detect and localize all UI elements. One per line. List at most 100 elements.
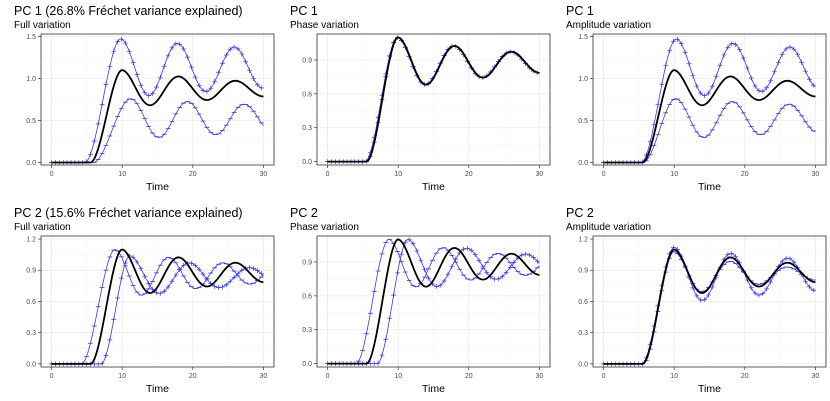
plus-marker — [729, 251, 735, 256]
series-minus-line — [327, 238, 540, 365]
chart-panel-6: PC 2 Amplitude variation 0 10 20 30 0.0 0.3 0.6 0… — [566, 206, 827, 395]
plus-marker — [803, 278, 808, 284]
plus-marker — [138, 266, 144, 272]
y-tick-label: 0.3 — [26, 330, 36, 337]
plus-marker — [91, 138, 97, 144]
plus-marker — [694, 83, 700, 89]
x-tick-label: 30 — [536, 171, 544, 178]
plus-marker — [674, 36, 680, 42]
plus-marker — [503, 269, 509, 275]
panel-subtitle: Amplitude variation — [566, 20, 651, 31]
x-tick-label: 20 — [189, 373, 197, 380]
plus-marker — [810, 287, 816, 293]
plus-marker — [212, 79, 218, 84]
plus-marker — [122, 260, 128, 266]
plus-marker — [122, 40, 128, 46]
plus-marker — [725, 44, 731, 50]
plus-marker — [103, 82, 109, 87]
plus-marker — [188, 64, 194, 70]
plus-marker — [426, 275, 431, 281]
y-tick-label: 0.5 — [578, 118, 588, 125]
plus-marker — [783, 256, 789, 261]
plus-marker — [99, 361, 105, 366]
plus-marker — [678, 41, 684, 47]
plus-marker — [713, 73, 719, 79]
plus-marker — [682, 49, 688, 55]
chart-panel-4: PC 2 (15.6% Fréchet variance explained) F… — [14, 206, 275, 395]
y-tick-label: 1.0 — [26, 76, 36, 83]
y-tick-label: 1.2 — [578, 237, 588, 244]
x-tick-label: 30 — [260, 373, 268, 380]
plus-marker — [414, 248, 420, 254]
plus-marker — [395, 270, 400, 276]
y-tick-label: 0.5 — [26, 118, 36, 125]
plot-border — [316, 33, 551, 166]
plus-marker — [154, 84, 159, 90]
plus-marker — [752, 83, 758, 89]
plus-marker — [258, 85, 264, 91]
plus-marker — [709, 83, 715, 89]
plus-marker — [239, 267, 245, 273]
y-tick-label: 0.9 — [26, 268, 36, 275]
plus-marker — [527, 252, 532, 258]
plus-marker — [441, 278, 447, 284]
plus-marker — [227, 46, 233, 52]
plus-marker — [737, 47, 742, 52]
plus-marker — [760, 88, 766, 94]
y-tick-label: 0.3 — [302, 327, 312, 334]
plus-marker — [223, 282, 229, 288]
plus-marker — [157, 74, 163, 80]
plus-marker — [398, 251, 404, 257]
y-tick-label: 0.0 — [302, 159, 312, 166]
plus-marker — [775, 60, 781, 65]
plus-marker — [157, 290, 163, 296]
plus-marker — [717, 62, 723, 68]
plus-marker — [95, 361, 101, 367]
plus-marker — [192, 74, 198, 80]
y-tick-label: 0.3 — [578, 330, 588, 337]
plus-marker — [142, 273, 148, 279]
series-mean-line — [327, 238, 540, 365]
y-tick-label: 1.2 — [26, 237, 36, 244]
plus-marker — [95, 121, 101, 127]
x-tick-label: 30 — [812, 171, 820, 178]
plus-marker — [220, 284, 225, 290]
plus-marker — [721, 52, 727, 58]
plus-marker — [803, 68, 808, 74]
y-tick-label: 0.0 — [302, 361, 312, 368]
plus-marker — [165, 53, 171, 59]
plus-marker — [733, 42, 739, 47]
plot-border — [592, 33, 827, 166]
plus-marker — [791, 259, 797, 265]
plus-marker — [255, 82, 260, 88]
plus-marker — [756, 292, 762, 298]
x-tick-label: 10 — [394, 171, 402, 178]
plus-marker — [169, 278, 175, 284]
panel-subtitle: Phase variation — [290, 222, 359, 233]
panel-title: PC 2 — [290, 206, 318, 220]
plus-marker — [698, 297, 704, 303]
plus-marker — [231, 44, 237, 50]
plus-marker — [760, 291, 766, 296]
plus-marker — [161, 288, 167, 294]
series-mean-line — [603, 248, 816, 365]
plus-marker — [111, 49, 117, 54]
plus-marker — [119, 36, 124, 42]
y-tick-label: 1.5 — [578, 34, 588, 41]
plus-marker — [177, 41, 183, 47]
x-tick-label: 10 — [118, 373, 126, 380]
plus-marker — [402, 239, 408, 245]
plus-marker — [196, 266, 202, 272]
plus-marker — [725, 252, 731, 257]
plus-marker — [810, 82, 816, 88]
plus-marker — [231, 274, 237, 280]
plus-marker — [208, 85, 214, 91]
plus-marker — [88, 151, 93, 157]
plus-marker — [768, 78, 773, 84]
plus-marker — [247, 265, 253, 271]
x-tick-label: 10 — [394, 373, 402, 380]
x-tick-label: 20 — [465, 373, 473, 380]
chart-panel-5: PC 2 Phase variation 0 10 20 30 0.0 0.3 0.6 0.9 Ti… — [290, 206, 551, 395]
plus-marker — [134, 259, 140, 265]
plus-marker — [243, 59, 249, 65]
